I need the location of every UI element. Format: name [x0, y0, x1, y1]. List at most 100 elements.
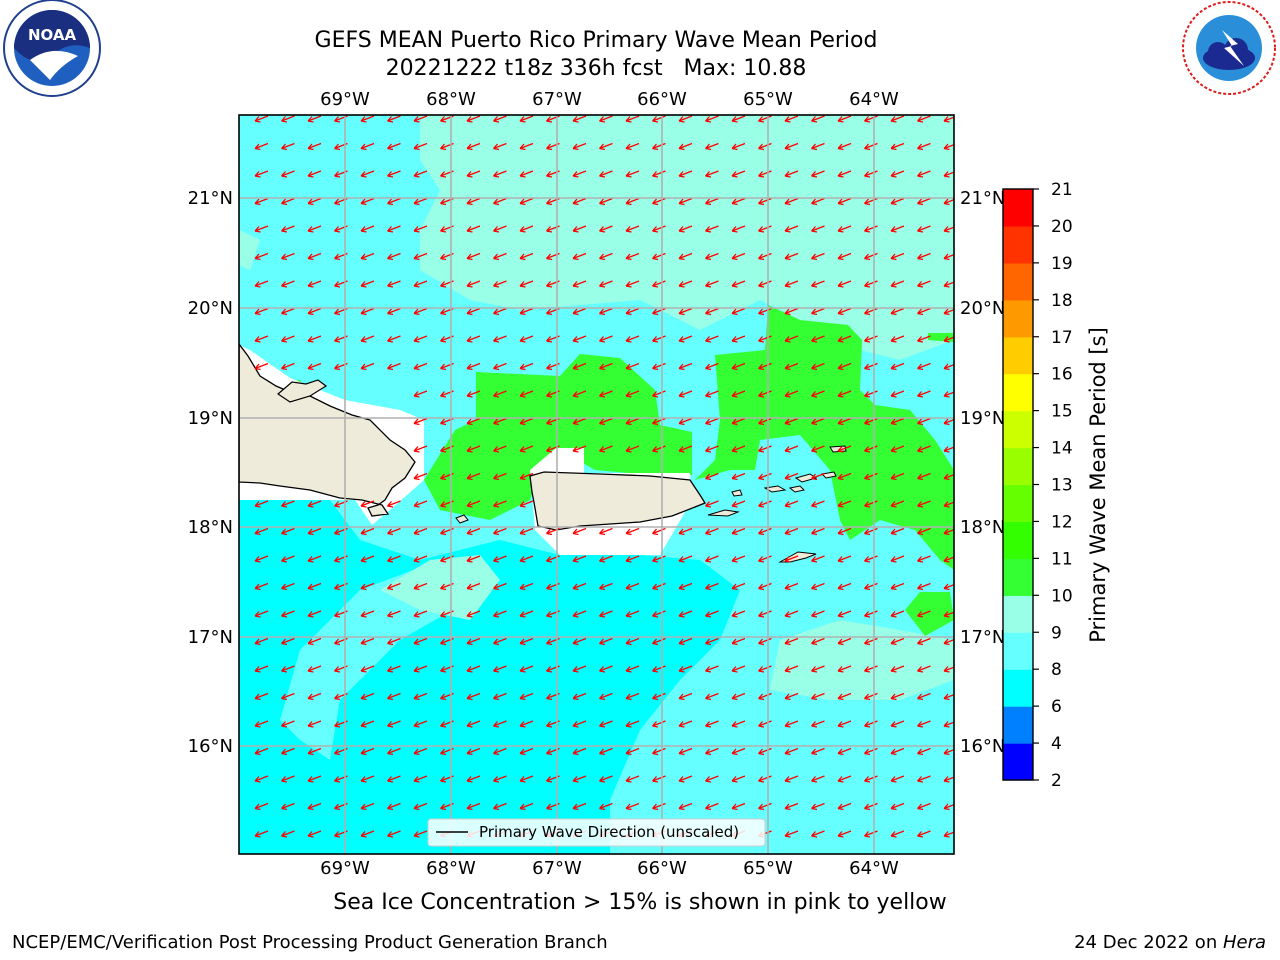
wave-direction-arrow [811, 197, 825, 206]
wave-direction-arrow [784, 142, 799, 151]
wave-direction-arrow [864, 252, 878, 261]
wave-direction-arrow [254, 747, 269, 756]
wave-direction-arrow [493, 720, 507, 728]
wave-direction-arrow [837, 747, 852, 756]
wave-direction-arrow [784, 527, 799, 536]
wave-direction-arrow [864, 747, 878, 756]
wave-direction-arrow [678, 692, 693, 701]
wave-direction-arrow [466, 527, 481, 536]
wave-direction-arrow [758, 445, 772, 453]
wave-direction-arrow [572, 555, 587, 563]
wave-direction-arrow [360, 720, 375, 728]
wave-direction-arrow [917, 720, 931, 728]
wave-direction-arrow [466, 582, 481, 591]
wave-direction-arrow [466, 142, 481, 151]
wave-direction-arrow [890, 472, 905, 481]
wave-direction-arrow [519, 500, 534, 508]
wave-direction-arrow [917, 280, 931, 288]
wave-direction-arrow [307, 775, 322, 783]
wave-direction-arrow [466, 472, 481, 481]
lon-label-bottom: 67°W [532, 858, 582, 879]
land-vieques [707, 509, 740, 517]
wave-direction-arrow [943, 198, 954, 206]
wave-direction-arrow [360, 665, 375, 673]
colorbar-tick-label: 16 [1051, 365, 1073, 385]
wave-direction-arrow [943, 336, 954, 343]
colorbar-tick-label: 17 [1051, 328, 1073, 348]
colorbar-tick-label: 18 [1051, 291, 1073, 311]
lat-labels-left: 21°N 20°N 19°N 18°N 17°N 16°N [188, 188, 233, 757]
wave-direction-arrow [360, 610, 375, 618]
wave-direction-arrow [705, 472, 719, 481]
wave-direction-arrow [864, 445, 878, 453]
wave-direction-arrow [413, 692, 428, 701]
wave-direction-arrow [493, 665, 507, 673]
wave-direction-arrow [705, 307, 719, 316]
wave-direction-arrow [493, 335, 507, 343]
period-region-10-11-se [905, 592, 954, 636]
wave-direction-arrow [811, 610, 825, 618]
wave-direction-arrow [943, 418, 954, 426]
wave-direction-arrow [917, 500, 931, 508]
wave-direction-arrow [387, 335, 401, 343]
land-tortola [794, 473, 818, 483]
colorbar-swatch [1003, 706, 1033, 744]
wave-direction-arrow [493, 197, 507, 206]
wave-direction-arrow [890, 582, 905, 591]
wave-direction-arrow [784, 637, 799, 646]
colorbar-tick-label: 20 [1051, 217, 1073, 237]
wave-direction-arrow [890, 197, 905, 206]
wave-direction-arrow [519, 692, 534, 701]
wave-direction-arrow [943, 446, 954, 453]
wave-direction-arrow [307, 692, 322, 701]
period-region-9-10-mid [380, 555, 500, 620]
wave-direction-arrow [943, 611, 954, 618]
wave-direction-arrow [413, 390, 428, 398]
colorbar-tick-label: 10 [1051, 586, 1073, 606]
wave-direction-arrow [599, 417, 613, 426]
period-region-10-11-central [424, 354, 692, 520]
wave-direction-arrow [519, 802, 534, 811]
wave-direction-arrow [360, 115, 375, 123]
wave-direction-arrow [493, 582, 507, 591]
wave-direction-arrow [705, 802, 719, 811]
wave-direction-arrow [281, 307, 295, 316]
wave-direction-arrow [625, 307, 640, 316]
wave-direction-arrow [652, 802, 666, 811]
wave-direction-arrow [731, 307, 746, 316]
wave-direction-arrow [890, 390, 905, 398]
wave-direction-arrow [572, 142, 587, 151]
wave-direction-arrow [758, 637, 772, 646]
lat-label-left: 16°N [188, 736, 233, 757]
wave-direction-arrow [705, 665, 719, 673]
wave-direction-arrow [652, 665, 666, 673]
wave-direction-arrow [917, 527, 931, 536]
wave-direction-arrow [731, 252, 746, 261]
wave-direction-arrow [493, 252, 507, 261]
wave-direction-arrow [890, 610, 905, 618]
period-region-9-10-north [420, 115, 954, 360]
wave-direction-arrow [466, 335, 481, 343]
wave-direction-arrow [493, 225, 507, 233]
wave-direction-arrow [387, 582, 401, 591]
wave-direction-arrow [281, 500, 295, 508]
wave-direction-arrow [837, 500, 852, 508]
wave-direction-arrow [917, 390, 931, 398]
wave-direction-arrow [413, 252, 428, 261]
wave-direction-arrow [811, 775, 825, 783]
wave-direction-arrow [254, 720, 269, 728]
lat-label-left: 18°N [188, 517, 233, 538]
wave-direction-arrow [254, 197, 269, 206]
wave-direction-arrow [678, 527, 693, 536]
colorbar-swatch [1003, 558, 1033, 596]
wave-direction-arrow [864, 665, 878, 673]
colorbar-swatch [1003, 521, 1033, 559]
wave-direction-arrow [705, 225, 719, 233]
wave-direction-arrow [625, 417, 640, 426]
wave-direction-arrow [784, 417, 799, 426]
wave-direction-arrow [811, 692, 825, 701]
wave-direction-arrow [254, 830, 269, 838]
wave-direction-arrow [387, 362, 401, 371]
title-line-1: GEFS MEAN Puerto Rico Primary Wave Mean … [314, 28, 878, 53]
wave-direction-arrow [466, 307, 481, 316]
